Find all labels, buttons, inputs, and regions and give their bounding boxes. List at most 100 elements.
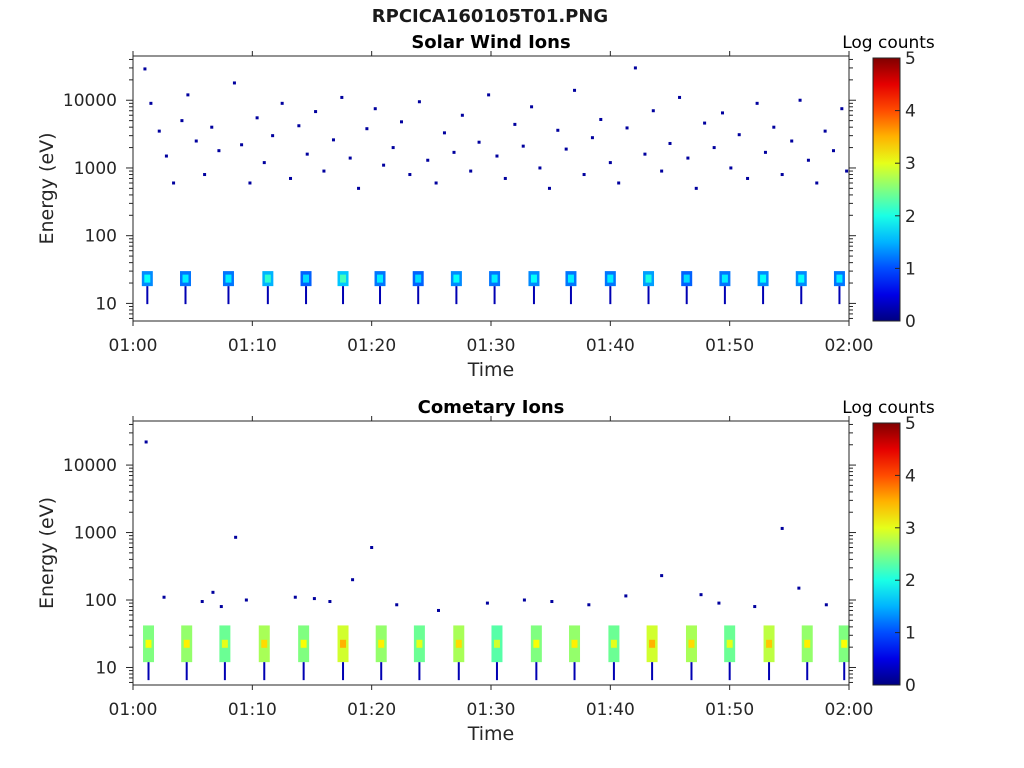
x-tick-label: 01:30	[467, 336, 516, 356]
burst-tail	[762, 286, 765, 305]
burst-core	[416, 639, 423, 648]
panel-title: Cometary Ions	[418, 397, 565, 418]
x-tick-label: 01:30	[467, 700, 516, 720]
burst-tail	[379, 286, 382, 305]
burst-tail	[685, 286, 688, 305]
count-point	[780, 173, 784, 177]
count-point	[157, 129, 161, 133]
count-point	[373, 107, 377, 111]
count-point	[143, 67, 147, 71]
count-point	[194, 139, 198, 143]
burst-core	[377, 274, 384, 283]
y-tick-label: 1000	[74, 524, 117, 544]
burst-core	[721, 274, 728, 283]
count-point	[240, 143, 244, 147]
count-point	[180, 119, 184, 123]
colorbar-tick-label: 2	[905, 207, 916, 227]
burst-tail	[493, 286, 496, 305]
count-point	[729, 166, 733, 170]
burst-tail	[380, 662, 383, 681]
colorbar-tick-label: 4	[905, 102, 916, 122]
count-point	[312, 597, 316, 601]
count-point	[395, 603, 399, 607]
colorbar-tick-label: 1	[905, 259, 916, 279]
count-point	[746, 176, 750, 180]
count-point	[382, 163, 386, 167]
count-point	[348, 156, 352, 160]
burst-core	[491, 274, 498, 283]
burst-core	[766, 639, 773, 648]
count-point	[823, 129, 827, 133]
count-point	[495, 154, 499, 158]
colorbar-label: Log counts	[842, 33, 935, 53]
count-point	[426, 158, 430, 162]
burst-core	[841, 639, 848, 648]
count-point	[582, 173, 586, 177]
count-point	[633, 66, 637, 70]
y-tick-label: 10	[95, 294, 117, 314]
count-point	[703, 121, 707, 125]
count-point	[590, 136, 594, 140]
count-point	[617, 181, 621, 185]
count-point	[780, 526, 784, 530]
burst-tail	[457, 662, 460, 681]
count-point	[351, 578, 355, 582]
count-point	[485, 601, 489, 605]
colorbar-tick-label: 1	[905, 624, 916, 644]
count-point	[186, 93, 190, 97]
burst-core	[533, 639, 540, 648]
burst-tail	[223, 662, 226, 681]
count-point	[417, 100, 421, 104]
count-point	[162, 595, 166, 599]
count-point	[564, 147, 568, 151]
count-point	[172, 181, 176, 185]
count-point	[668, 141, 672, 145]
y-tick-label: 10000	[63, 456, 117, 476]
count-point	[434, 181, 438, 185]
sparse-group	[144, 440, 828, 612]
count-point	[643, 152, 647, 156]
burst-core	[688, 639, 695, 648]
burst-tail	[651, 662, 654, 681]
count-point	[530, 105, 534, 109]
count-point	[442, 131, 446, 135]
count-point	[164, 154, 168, 158]
count-point	[217, 149, 221, 153]
count-point	[314, 110, 318, 114]
count-point	[625, 126, 629, 130]
burst-core	[567, 274, 574, 283]
count-point	[797, 586, 801, 590]
burst-tail	[728, 662, 731, 681]
count-point	[521, 144, 525, 148]
burst-core	[455, 639, 462, 648]
x-tick-label: 01:50	[705, 700, 754, 720]
burst-core	[303, 274, 310, 283]
burst-tail	[800, 286, 803, 305]
count-point	[400, 120, 403, 124]
count-point	[370, 546, 374, 550]
x-axis-label: Time	[467, 723, 515, 745]
colorbar-tick-label: 5	[905, 49, 916, 69]
count-point	[686, 156, 690, 160]
count-point	[305, 152, 309, 156]
count-point	[244, 598, 248, 602]
count-point	[599, 117, 603, 121]
colorbar-tick-label: 0	[905, 312, 916, 332]
count-point	[234, 535, 238, 539]
count-point	[248, 181, 252, 185]
count-point	[840, 107, 844, 111]
count-point	[513, 122, 517, 126]
count-point	[144, 440, 148, 444]
x-tick-label: 01:10	[228, 336, 277, 356]
burst-tail	[838, 286, 841, 305]
count-point	[365, 127, 369, 131]
x-tick-label: 01:40	[586, 700, 635, 720]
burst-core	[183, 639, 190, 648]
count-point	[831, 149, 835, 153]
x-tick-label: 01:50	[705, 336, 754, 356]
y-tick-label: 1000	[74, 159, 117, 179]
count-point	[660, 169, 664, 173]
x-tick-label: 02:00	[825, 700, 874, 720]
count-point	[547, 186, 551, 190]
burst-core	[760, 274, 767, 283]
